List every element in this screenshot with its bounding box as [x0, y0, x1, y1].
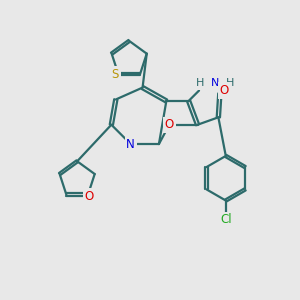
Text: N: N — [126, 138, 135, 151]
Text: Cl: Cl — [220, 213, 232, 226]
Text: S: S — [112, 68, 119, 81]
Text: -H: -H — [222, 78, 234, 88]
Text: O: O — [220, 84, 229, 97]
Text: O: O — [165, 118, 174, 131]
Text: O: O — [85, 190, 94, 202]
Text: H: H — [195, 78, 204, 88]
Text: N: N — [211, 78, 220, 88]
